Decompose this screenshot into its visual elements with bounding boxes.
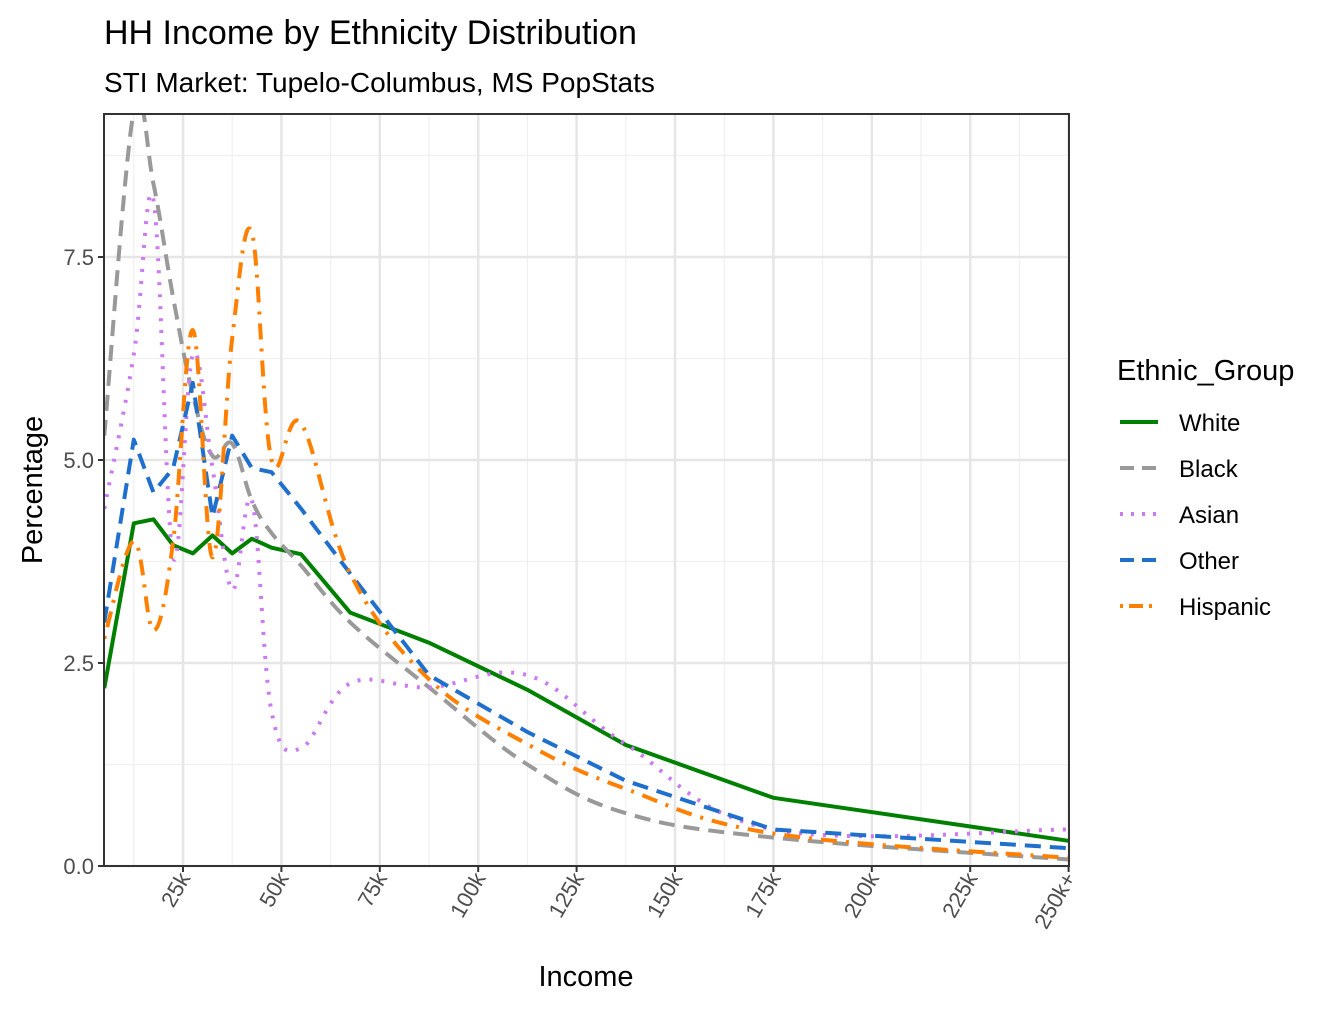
series-lines xyxy=(104,114,1069,862)
series-line-black xyxy=(104,114,1069,862)
x-tick-label: 50k xyxy=(254,867,294,911)
legend: Ethnic_Group White Black Asian Other Hispani… xyxy=(1117,355,1294,621)
plot-panel-border xyxy=(103,113,1070,867)
x-tick-label: 100k xyxy=(445,867,491,922)
y-tick-label: 7.5 xyxy=(63,245,94,270)
legend-label-black: Black xyxy=(1179,456,1239,483)
series-line-hispanic xyxy=(104,226,1069,860)
x-tick-label: 250k+ xyxy=(1029,868,1081,933)
y-tick-label: 0.0 xyxy=(63,854,94,879)
x-tick-label: 125k xyxy=(543,867,589,922)
y-tick-label: 5.0 xyxy=(63,448,94,473)
x-tick-label: 150k xyxy=(642,867,688,922)
x-tick-label: 175k xyxy=(740,867,786,922)
legend-title: Ethnic_Group xyxy=(1117,355,1294,387)
x-tick-label: 25k xyxy=(156,867,196,911)
x-tick-label: 200k xyxy=(839,867,885,922)
x-tick-label: 75k xyxy=(353,867,393,911)
y-axis-label: Percentage xyxy=(17,416,49,564)
series-line-other xyxy=(104,380,1069,851)
legend-label-asian: Asian xyxy=(1179,502,1239,529)
chart-title: HH Income by Ethnicity Distribution xyxy=(104,14,637,52)
y-tick-label: 2.5 xyxy=(63,651,94,676)
legend-label-other: Other xyxy=(1179,548,1239,575)
grid xyxy=(104,114,1070,868)
x-axis-label: Income xyxy=(538,961,633,993)
legend-label-hispanic: Hispanic xyxy=(1179,594,1271,621)
legend-label-white: White xyxy=(1179,410,1240,437)
series-line-white xyxy=(104,517,1069,843)
series-line-asian xyxy=(104,192,1069,839)
x-tick-label: 225k xyxy=(937,867,983,922)
chart-subtitle: STI Market: Tupelo-Columbus, MS PopStats xyxy=(104,67,655,98)
axes: 0.0 2.5 5.0 7.5 25k 50k 75k 100k 125k 150k 175k 200… xyxy=(63,245,1081,933)
